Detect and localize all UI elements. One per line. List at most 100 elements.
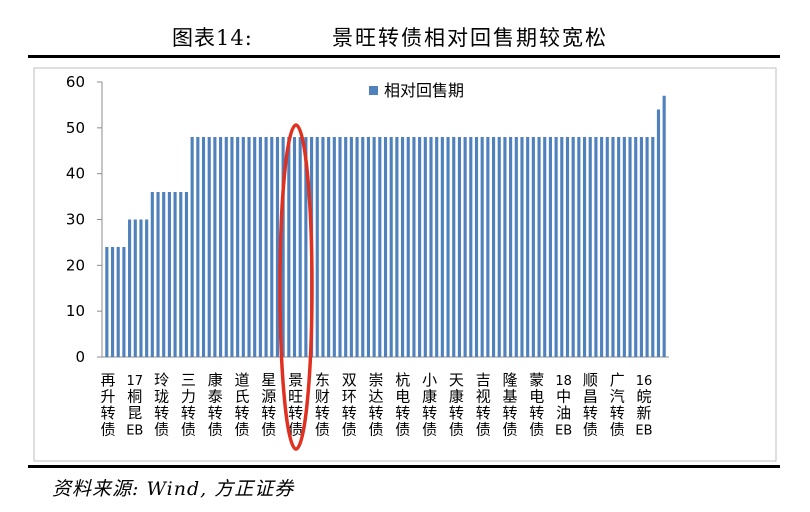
bar: [184, 192, 189, 357]
highlight-ellipse: [278, 123, 314, 451]
bar: [582, 137, 587, 357]
bar: [349, 137, 353, 357]
x-tick-label: 道氏转债: [234, 371, 249, 439]
bar: [213, 137, 217, 357]
x-tick-label: 隆基转债: [502, 371, 517, 439]
bar: [571, 137, 575, 357]
bar: [361, 137, 365, 357]
bar: [156, 192, 160, 357]
x-tick-label: 杭电转债: [395, 371, 410, 439]
bar: [469, 137, 473, 357]
bar: [639, 137, 643, 357]
bar: [548, 137, 552, 357]
bar: [133, 219, 137, 357]
bar: [128, 219, 132, 357]
bar: [145, 219, 149, 357]
bar: [179, 192, 183, 357]
x-axis-labels: 再升转债 17 桐昆 EB 玲珑转债三力转债康泰转债道氏转债星源转债景旺转债东财转债双环…: [100, 371, 652, 439]
bar: [332, 137, 336, 357]
bar: [338, 137, 342, 357]
bar: [452, 137, 456, 357]
bar: [247, 137, 251, 357]
chart-frame: [33, 67, 777, 462]
bar: [418, 137, 422, 357]
bar: [497, 137, 501, 357]
x-tick-label: 天康转债: [449, 371, 464, 439]
figure-title: 图表14: 景旺转债相对回售期较宽松: [0, 22, 810, 52]
bar: [298, 137, 302, 357]
bar: [258, 137, 262, 357]
y-tick-label: 50: [66, 119, 85, 137]
bar: [264, 137, 268, 357]
bar: [463, 137, 467, 357]
bar: [429, 137, 433, 357]
x-tick-label: 崇达转债: [368, 371, 383, 439]
x-tick-label: 玲珑转债: [154, 371, 169, 439]
bar: [588, 137, 592, 357]
bar: [514, 137, 518, 357]
y-tick-label: 40: [66, 165, 85, 183]
bar: [219, 137, 223, 357]
bar: [395, 137, 399, 357]
bar: [355, 137, 359, 357]
bar: [605, 137, 609, 357]
legend-swatch: [369, 86, 378, 95]
bar: [110, 247, 115, 357]
bar: [554, 137, 558, 357]
bar: [224, 137, 228, 357]
bar: [241, 137, 245, 357]
bar: [480, 137, 484, 357]
figure-number: 图表14:: [172, 26, 253, 50]
bar: [645, 137, 649, 357]
bar-series: [105, 95, 666, 357]
x-tick-label: 17 桐昆 EB: [126, 374, 143, 439]
bar: [401, 137, 405, 357]
x-tick-label: 再升转债: [100, 371, 115, 439]
bar: [366, 137, 371, 357]
x-tick-label: 广汽转债: [610, 371, 625, 439]
x-tick-label: 康泰转债: [208, 371, 223, 439]
bar: [344, 137, 348, 357]
bar: [435, 137, 439, 357]
bar: [611, 137, 615, 357]
x-tick-label: 星源转债: [261, 371, 276, 439]
bar: [327, 137, 331, 357]
top-rule: [28, 55, 780, 58]
bar: [531, 137, 535, 357]
bar: [292, 137, 297, 357]
bar: [491, 137, 496, 357]
bar: [196, 137, 200, 357]
bar: [105, 247, 109, 357]
bar: [116, 247, 120, 357]
bar: [281, 137, 285, 357]
bar: [190, 137, 194, 357]
y-tick-label: 0: [75, 348, 85, 366]
y-tick-label: 30: [66, 211, 85, 229]
x-tick-label: 东财转债: [315, 371, 330, 439]
bar: [526, 137, 530, 357]
bottom-rule: [28, 465, 780, 468]
y-tick-label: 20: [66, 256, 85, 274]
bar: [122, 247, 126, 357]
bar: [543, 137, 547, 357]
x-tick-label: 景旺转债: [288, 371, 303, 439]
bar: [412, 137, 416, 357]
bar: [537, 137, 541, 357]
bar: [565, 137, 570, 357]
bar: [253, 137, 257, 357]
bar: [139, 219, 143, 357]
bar: [315, 137, 319, 357]
bar: [423, 137, 427, 357]
bar: [406, 137, 410, 357]
bar: [622, 137, 626, 357]
x-tick-label: 三力转债: [181, 371, 196, 439]
x-tick-label: 双环转债: [342, 371, 357, 439]
bar: [662, 95, 666, 357]
bar: [628, 137, 632, 357]
bar: [236, 137, 240, 357]
legend: 相对回售期: [369, 81, 464, 100]
bar: [201, 137, 206, 357]
bar: [230, 137, 234, 357]
x-tick-label: 16 皖新 EB: [635, 374, 652, 439]
